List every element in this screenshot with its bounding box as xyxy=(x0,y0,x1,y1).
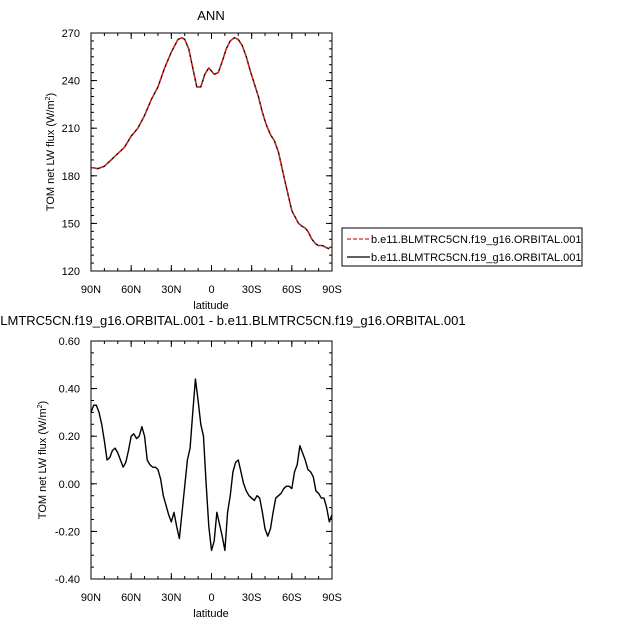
bottom-y-tick-labels: -0.40 -0.20 0.00 0.20 0.40 0.60 xyxy=(55,336,80,586)
top-tick-marks xyxy=(90,32,333,272)
top-x-tick-label: 30N xyxy=(161,284,181,296)
top-y-tick-label: 240 xyxy=(62,76,80,88)
bottom-x-axis-label: latitude xyxy=(193,608,228,620)
top-series-line-solid xyxy=(93,37,330,250)
bottom-x-tick-label: 30N xyxy=(161,592,181,604)
bottom-y-axis-label-main: TOM net LW flux (W/m xyxy=(37,408,49,519)
bottom-x-tick-label: 90S xyxy=(322,592,342,604)
legend-label-dashed: b.e11.BLMTRC5CN.f19_g16.ORBITAL.001 xyxy=(371,234,582,246)
bottom-y-tick-label: -0.20 xyxy=(55,526,80,538)
top-series-group xyxy=(93,37,330,250)
top-y-tick-label: 180 xyxy=(62,171,80,183)
top-x-tick-label: 90N xyxy=(81,284,101,296)
bottom-y-tick-label: 0.20 xyxy=(59,431,80,443)
bottom-y-tick-label: -0.40 xyxy=(55,574,80,586)
bottom-x-tick-labels: 90N 60N 30N 0 30S 60S 90S xyxy=(81,592,342,604)
bottom-plot-frame xyxy=(90,340,333,580)
top-y-tick-label: 270 xyxy=(62,28,80,40)
top-y-axis-label-sup: 2 xyxy=(45,96,52,100)
top-y-axis-label-close: ) xyxy=(45,93,57,97)
bottom-panel: b.e11.BLMTRC5CN.f19_g16.ORBITAL.001 - b.… xyxy=(0,313,466,620)
top-x-tick-label: 90S xyxy=(322,284,342,296)
top-x-tick-label: 60N xyxy=(121,284,141,296)
top-panel: ANN 90N 60N 30N 0 30S 60S 90S 120 150 180 210 240 2… xyxy=(45,8,342,312)
bottom-y-tick-label: 0.40 xyxy=(59,384,80,396)
top-x-tick-labels: 90N 60N 30N 0 30S 60S 90S xyxy=(81,284,342,296)
bottom-tick-marks xyxy=(90,340,333,580)
bottom-series-group xyxy=(90,378,333,552)
bottom-x-tick-label: 0 xyxy=(208,592,214,604)
top-y-tick-label: 120 xyxy=(62,266,80,278)
top-x-axis-label: latitude xyxy=(193,300,228,312)
top-y-axis-label: TOM net LW flux (W/m2) xyxy=(45,93,57,211)
bottom-title: b.e11.BLMTRC5CN.f19_g16.ORBITAL.001 - b.… xyxy=(0,313,466,328)
bottom-x-tick-label: 90N xyxy=(81,592,101,604)
bottom-series-line-solid xyxy=(90,378,333,552)
bottom-y-tick-label: 0.60 xyxy=(59,336,80,348)
bottom-y-axis-label-close: ) xyxy=(37,401,49,405)
top-plot-frame xyxy=(90,32,333,272)
top-y-tick-label: 210 xyxy=(62,123,80,135)
bottom-y-tick-label: 0.00 xyxy=(59,479,80,491)
bottom-x-tick-label: 60N xyxy=(121,592,141,604)
legend-box xyxy=(341,227,583,267)
legend-label-solid: b.e11.BLMTRC5CN.f19_g16.ORBITAL.001 xyxy=(371,252,582,264)
top-x-tick-label: 0 xyxy=(208,284,214,296)
legend: b.e11.BLMTRC5CN.f19_g16.ORBITAL.001 b.e1… xyxy=(341,227,583,267)
top-y-tick-labels: 120 150 180 210 240 270 xyxy=(62,28,80,278)
bottom-x-tick-label: 60S xyxy=(282,592,302,604)
top-y-axis-label-main: TOM net LW flux (W/m xyxy=(45,100,57,211)
bottom-y-axis-label: TOM net LW flux (W/m2) xyxy=(37,401,49,519)
top-x-tick-label: 30S xyxy=(242,284,262,296)
top-title: ANN xyxy=(197,8,224,23)
top-y-tick-label: 150 xyxy=(62,218,80,230)
bottom-x-tick-label: 30S xyxy=(242,592,262,604)
top-series-line-dashed xyxy=(93,37,330,250)
top-x-tick-label: 60S xyxy=(282,284,302,296)
bottom-y-axis-label-sup: 2 xyxy=(37,404,44,408)
